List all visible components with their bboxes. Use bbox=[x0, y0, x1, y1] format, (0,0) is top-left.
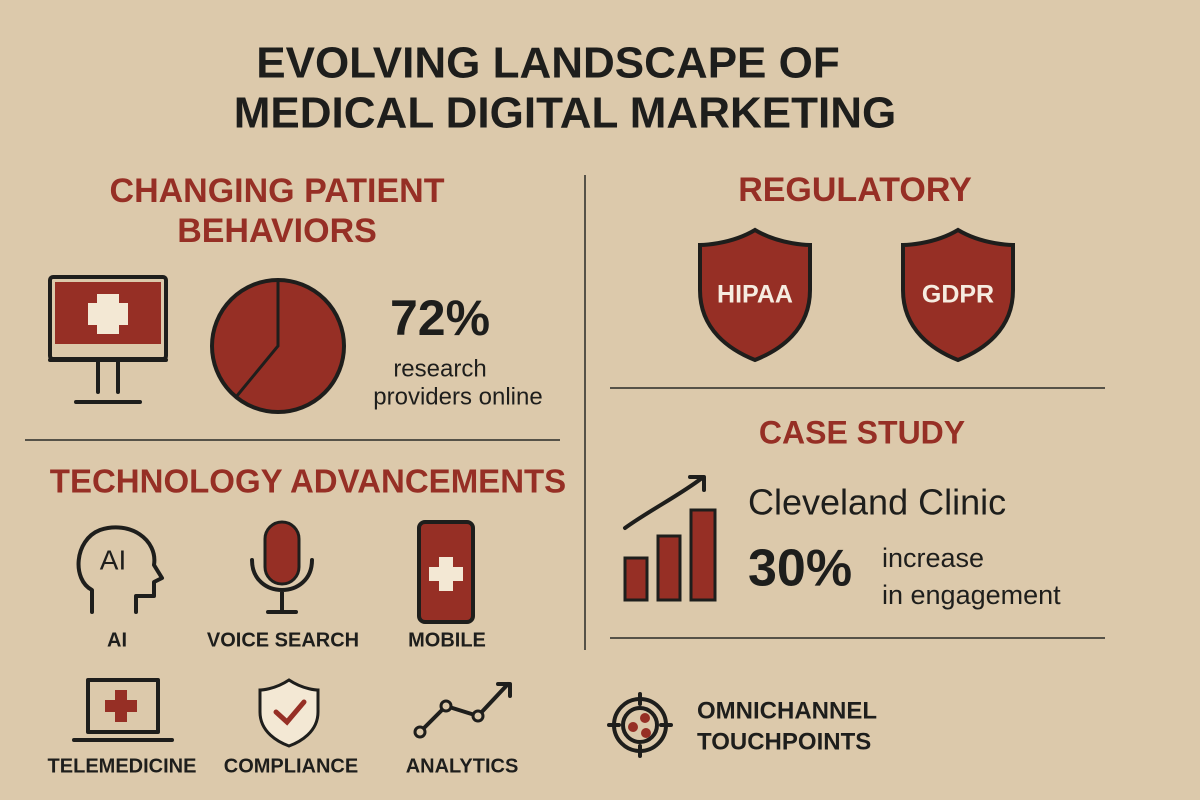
section-heading: CHANGING PATIENT bbox=[110, 172, 445, 210]
section-heading: TECHNOLOGY ADVANCEMENTS bbox=[50, 463, 566, 500]
item-label: VOICE SEARCH bbox=[207, 629, 359, 651]
stat-label: in engagement bbox=[882, 580, 1061, 610]
ai-icon-text: AI bbox=[100, 544, 126, 575]
shield-check-icon bbox=[258, 678, 320, 748]
item-label: TELEMEDICINE bbox=[48, 755, 197, 777]
title: EVOLVING LANDSCAPE OF bbox=[256, 39, 839, 88]
stat-label: providers online bbox=[373, 383, 542, 410]
item-label: ANALYTICS bbox=[406, 755, 519, 777]
section-heading: CASE STUDY bbox=[759, 414, 965, 450]
pie-icon bbox=[210, 278, 346, 414]
analytics-icon bbox=[413, 682, 512, 739]
case-name: Cleveland Clinic bbox=[748, 482, 1006, 523]
section-heading: BEHAVIORS bbox=[177, 212, 377, 250]
stat-label: increase bbox=[882, 543, 984, 573]
microphone-icon bbox=[250, 520, 314, 614]
stat: 30% bbox=[748, 540, 852, 598]
ai-icon: AI bbox=[76, 525, 164, 614]
section-heading: REGULATORY bbox=[738, 171, 972, 209]
item-label: COMPLIANCE bbox=[224, 755, 358, 777]
mobile-icon bbox=[417, 520, 475, 624]
monitor-icon bbox=[48, 275, 168, 404]
omnichannel-label: OMNICHANNEL bbox=[697, 697, 877, 724]
title: MEDICAL DIGITAL MARKETING bbox=[234, 89, 896, 138]
item-label: AI bbox=[107, 629, 127, 651]
badge-label: GDPR bbox=[922, 281, 994, 309]
stat: 72% bbox=[390, 290, 490, 346]
growth-icon bbox=[623, 475, 717, 602]
item-label: MOBILE bbox=[408, 629, 486, 651]
shield bbox=[901, 227, 1015, 363]
badge-label: HIPAA bbox=[717, 281, 793, 309]
shield bbox=[698, 227, 812, 363]
omnichannel-label: TOUCHPOINTS bbox=[697, 728, 871, 755]
laptop-icon bbox=[72, 678, 174, 742]
omnichannel-icon bbox=[607, 692, 673, 758]
stat-label: research bbox=[393, 355, 486, 382]
